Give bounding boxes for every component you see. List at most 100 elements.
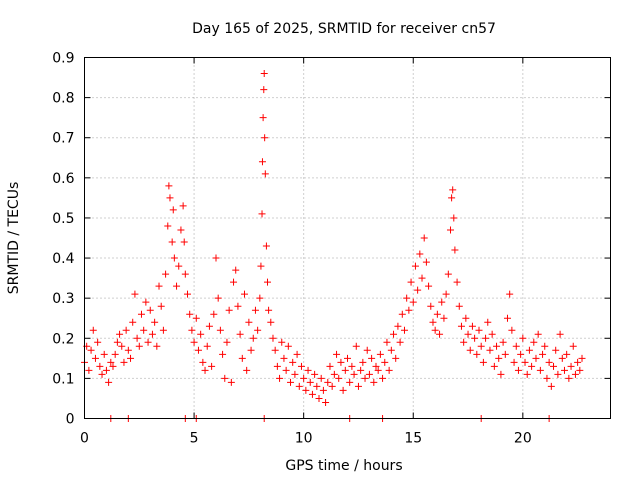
data-point [457,322,465,330]
data-point [344,354,351,362]
data-point [177,226,185,234]
data-point [479,358,487,366]
data-point [436,330,444,338]
data-point [547,382,555,390]
data-point [135,342,143,350]
data-point [571,370,579,378]
data-point [418,274,426,282]
data-point [306,378,314,386]
x-tick-label: 15 [404,431,422,447]
data-point [265,306,273,314]
data-point [287,378,295,386]
data-point [232,266,240,274]
data-point [464,330,472,338]
data-point [532,354,540,362]
data-point [530,338,538,346]
data-point [543,374,551,382]
data-point [541,342,549,350]
data-point [151,318,159,326]
data-point [330,370,338,378]
data-point [324,378,332,386]
data-point [490,362,498,370]
data-point [188,326,196,334]
data-point [96,362,104,370]
data-point [223,338,231,346]
data-point [322,398,330,406]
data-point [257,262,265,270]
data-point [260,70,268,78]
data-point [374,366,382,374]
data-points [81,70,586,422]
data-point [348,362,356,370]
data-point [425,282,433,290]
data-point [262,242,270,250]
y-tick-label: 0.5 [52,211,74,227]
data-point [350,370,358,378]
data-point [407,278,415,286]
data-point [170,254,178,262]
data-point [431,326,439,334]
data-point [416,250,424,258]
data-point [503,314,511,322]
data-point [339,386,347,394]
data-point [153,342,161,350]
data-point [317,374,325,382]
data-point [254,326,262,334]
data-point [205,322,213,330]
data-point [552,346,560,354]
data-point [238,354,246,362]
data-point [567,362,575,370]
data-point [569,342,577,350]
data-point [236,330,244,338]
data-point [282,366,290,374]
data-point [381,358,389,366]
data-point [297,362,305,370]
data-point [341,366,349,374]
data-point [87,346,95,354]
data-point [482,334,490,342]
data-point [144,338,152,346]
data-point [131,290,139,298]
data-point [291,370,299,378]
data-point [411,262,419,270]
data-point [216,326,224,334]
data-point [447,226,455,234]
data-point [304,366,312,374]
data-point [449,186,457,194]
grid-lines [84,57,611,419]
data-point [118,342,126,350]
data-point [165,182,173,190]
data-point [528,362,536,370]
data-point [466,346,474,354]
data-point [486,346,494,354]
data-point [311,370,319,378]
y-tick-label: 0.1 [52,371,74,387]
data-point [574,358,582,366]
data-point [203,342,211,350]
data-point [477,342,485,350]
data-point [390,330,398,338]
data-point [519,334,527,342]
data-point [105,378,113,386]
data-point [560,366,568,374]
data-point [120,358,128,366]
data-point [302,386,310,394]
data-point [354,382,362,390]
data-point [359,358,367,366]
data-point [94,338,102,346]
data-point [249,334,257,342]
data-point [352,342,360,350]
data-point [100,350,108,358]
data-point [499,338,507,346]
data-point [462,314,470,322]
data-point [240,290,248,298]
data-point [148,330,156,338]
data-point [484,318,492,326]
data-point [556,330,564,338]
data-point [137,310,145,318]
data-point [184,290,192,298]
data-point [539,350,547,358]
data-point [247,346,255,354]
y-tick-label: 0.2 [52,331,74,347]
data-point [372,362,380,370]
